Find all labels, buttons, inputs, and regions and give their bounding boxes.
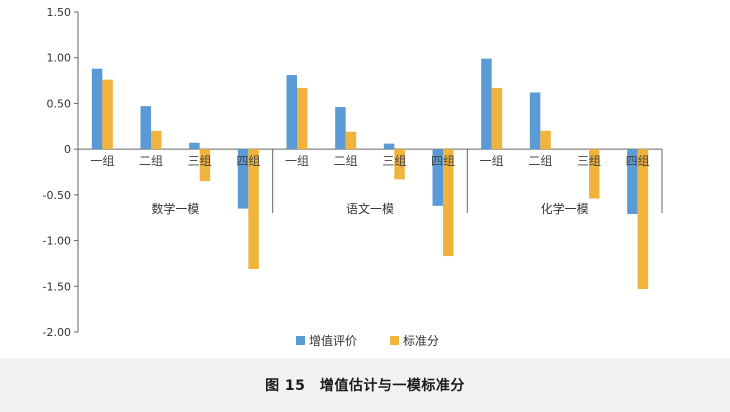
category-label: 三组 [382, 154, 406, 168]
y-tick-label: -1.00 [43, 235, 71, 248]
bar-standard-score [443, 149, 454, 257]
category-label: 二组 [334, 154, 358, 168]
chart-area: 1.50 1.00 0.50 0 -0.50 -1.00 -1.50 -2.00 一组 二组 三组 四… [43, 6, 663, 348]
category-label: 三组 [577, 154, 601, 168]
bar-standard-score [297, 87, 308, 150]
group-label: 化学一模 [541, 201, 589, 216]
bar-value-added [286, 75, 297, 150]
bar-value-added [432, 149, 443, 206]
bar-value-added [481, 58, 492, 150]
legend-swatch [296, 336, 305, 345]
category-label: 四组 [431, 154, 455, 168]
bar-value-added [383, 143, 395, 150]
bar-standard-score [248, 149, 259, 269]
legend-label: 标准分 [403, 334, 439, 348]
bar-standard-score [151, 130, 162, 150]
figure-caption: 图 15 增值估计与一模标准分 [265, 378, 465, 394]
category-label: 二组 [528, 154, 552, 168]
bar-value-added [529, 92, 541, 150]
category-label: 一组 [90, 154, 114, 168]
bar-standard-score [345, 131, 357, 150]
legend-label: 增值评价 [309, 333, 357, 348]
bar-value-added [335, 107, 346, 150]
y-tick-label: 1.50 [47, 6, 72, 19]
y-tick-label: -2.00 [43, 326, 71, 339]
bar-standard-score [394, 149, 405, 180]
bar-standard-score [540, 130, 551, 150]
y-tick-label: 0.50 [47, 97, 72, 110]
bar-value-added [627, 149, 638, 215]
bar-standard-score [637, 149, 649, 290]
y-tick-label: -1.50 [43, 280, 71, 293]
bar-value-added [140, 106, 151, 150]
category-label: 二组 [139, 154, 163, 168]
bar-standard-score [102, 79, 113, 150]
bar-value-added [189, 142, 200, 150]
caption-bar: 图 15 增值估计与一模标准分 [0, 358, 730, 412]
y-tick-label: 0 [64, 143, 71, 156]
category-label: 三组 [188, 154, 212, 168]
y-tick-label: -0.50 [43, 189, 71, 202]
group-label: 数学一模 [151, 201, 199, 216]
category-label: 四组 [236, 154, 260, 168]
bar-standard-score [589, 149, 600, 199]
bar-standard-score [491, 87, 503, 150]
legend-swatch [390, 336, 399, 345]
category-label: 四组 [626, 154, 650, 168]
group-label: 语文一模 [346, 201, 394, 216]
bar-standard-score [199, 149, 211, 182]
bar-value-added [237, 149, 249, 209]
category-label: 一组 [285, 154, 309, 168]
y-tick-label: 1.00 [47, 52, 72, 65]
category-label: 一组 [480, 154, 504, 168]
bar-chart: 1.50 1.00 0.50 0 -0.50 -1.00 -1.50 -2.00 一组 二组 三组 四… [43, 6, 663, 348]
bar-value-added [91, 68, 103, 150]
